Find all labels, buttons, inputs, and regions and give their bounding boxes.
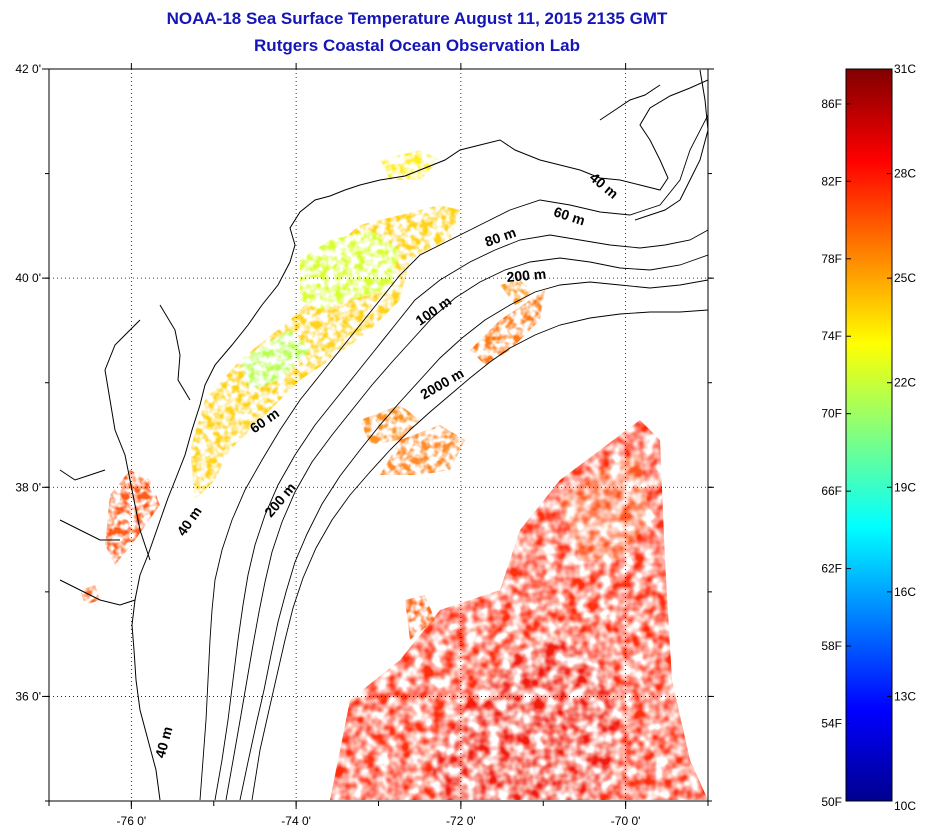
colorbar-f-label: 62F bbox=[821, 562, 842, 576]
lat-tick-label: 36 0' bbox=[15, 689, 41, 703]
colorbar-f-label: 70F bbox=[821, 407, 842, 421]
sst-slope-water bbox=[360, 280, 545, 640]
colorbar-f-label: 54F bbox=[821, 717, 842, 731]
lon-tick-label: -72 0' bbox=[446, 814, 476, 828]
depth-label: 200 m bbox=[506, 266, 547, 285]
map-subtitle: Rutgers Coastal Ocean Observation Lab bbox=[254, 36, 580, 55]
colorbar-c-label: 28C bbox=[894, 167, 916, 181]
lat-tick-label: 38 0' bbox=[15, 480, 41, 494]
colorbar-f-label: 66F bbox=[821, 484, 842, 498]
lat-tick-label: 42 0' bbox=[15, 62, 41, 76]
lon-tick-label: -70 0' bbox=[611, 814, 641, 828]
bathymetry-contours bbox=[199, 114, 708, 801]
colorbar-scale bbox=[845, 68, 893, 802]
colorbar-c-label: 10C bbox=[894, 799, 916, 813]
colorbar-ticks: 50F 54F 58F 62F 66F 70F 74F 78F 82F 86F 10C 13C 16C 1… bbox=[821, 62, 916, 813]
colorbar-f-label: 82F bbox=[821, 174, 842, 188]
colorbar-c-label: 25C bbox=[894, 271, 916, 285]
colorbar-f-label: 86F bbox=[821, 97, 842, 111]
lon-tick-label: -76 0' bbox=[117, 814, 147, 828]
colorbar-f-label: 74F bbox=[821, 329, 842, 343]
sst-warm-gulfstream bbox=[330, 420, 708, 800]
map-title: NOAA-18 Sea Surface Temperature August 1… bbox=[166, 9, 668, 28]
colorbar-c-label: 16C bbox=[894, 585, 916, 599]
colorbar-c-label: 22C bbox=[894, 376, 916, 390]
depth-label: 40 m bbox=[152, 725, 176, 760]
colorbar-c-label: 31C bbox=[894, 62, 916, 76]
colorbar-c-label: 13C bbox=[894, 689, 916, 703]
lat-tick-label: 40 0' bbox=[15, 271, 41, 285]
colorbar-f-label: 78F bbox=[821, 252, 842, 266]
sst-cool-shelf bbox=[190, 150, 460, 500]
colorbar-f-label: 58F bbox=[821, 639, 842, 653]
coastline bbox=[59, 69, 708, 801]
lon-tick-label: -74 0' bbox=[281, 814, 311, 828]
colorbar-f-label: 50F bbox=[821, 795, 842, 809]
colorbar-c-label: 19C bbox=[894, 480, 916, 494]
axis-ticks: -76 0' -74 0' -72 0' -70 0' 42 0' 40 0' 38 0' 3… bbox=[15, 62, 714, 828]
